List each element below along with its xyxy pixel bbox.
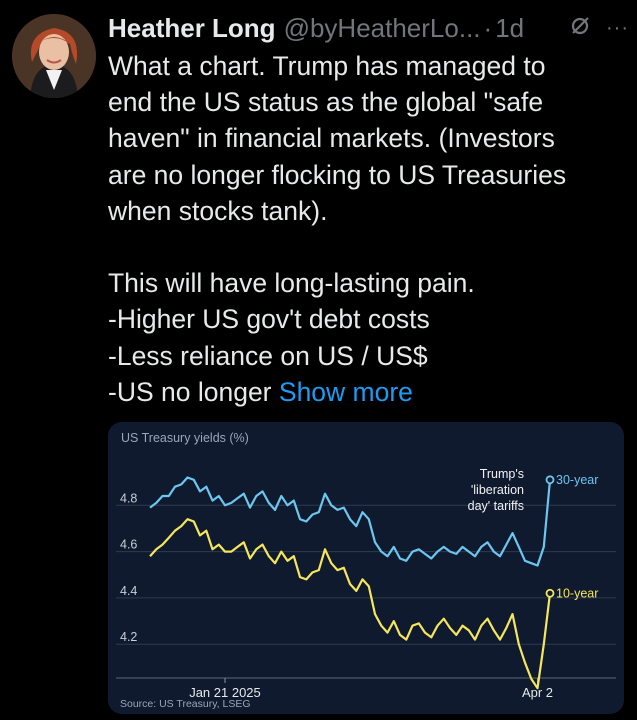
series-label: 10-year <box>556 586 598 600</box>
slash-circle-icon[interactable] <box>565 14 595 42</box>
tweet-text: What a chart. Trump has managed to end t… <box>108 48 628 410</box>
tweet-text-line: haven" in financial markets. (Investors <box>108 123 555 154</box>
tweet-text-line: -Higher US gov't debt costs <box>108 304 430 335</box>
tweet-text-line: when stocks tank). <box>108 195 328 226</box>
author-name[interactable]: Heather Long <box>108 12 276 43</box>
show-more-link[interactable]: Show more <box>278 376 413 407</box>
tweet-timestamp[interactable]: 1d <box>495 12 525 43</box>
chart-annotation: Trump's 'liberation day' tariffs <box>444 466 524 514</box>
y-tick-label: 4.6 <box>120 538 137 552</box>
tweet-text-blank-line <box>108 229 628 265</box>
tweet-text-line: end the US status as the global "safe <box>108 87 544 118</box>
chart-title: US Treasury yields (%) <box>121 431 249 445</box>
y-tick-label: 4.4 <box>120 584 137 598</box>
chart-background <box>108 422 624 714</box>
tweet-header: Heather Long @byHeatherLo... · 1d ··· <box>108 10 629 46</box>
author-avatar[interactable] <box>12 14 96 98</box>
treasury-yields-chart: 4.2 4.4 4.6 4.8 Jan 21 2025 Apr 2 30-year 10-ye… <box>108 422 624 714</box>
tweet-text-truncated: -US no longer <box>108 376 272 407</box>
y-tick-label: 4.8 <box>120 491 137 505</box>
header-separator: · <box>483 12 493 43</box>
annotation-line: day' tariffs <box>467 499 524 513</box>
y-tick-label: 4.2 <box>120 630 137 644</box>
annotation-line: Trump's <box>479 467 524 481</box>
series-line-10-year <box>149 518 552 690</box>
annotation-line: 'liberation <box>470 483 524 497</box>
series-label: 30-year <box>556 473 598 487</box>
more-horizontal-icon[interactable]: ··· <box>606 16 629 39</box>
tweet-text-last-line: -US no longer Show more <box>108 374 628 410</box>
chart-image-card[interactable]: 4.2 4.4 4.6 4.8 Jan 21 2025 Apr 2 30-year 10-ye… <box>108 422 624 714</box>
series-end-marker <box>545 475 555 485</box>
x-tick-label: Apr 2 <box>522 685 553 700</box>
avatar-photo <box>12 14 96 98</box>
tweet-text-line: are no longer flocking to US Treasuries <box>108 159 567 190</box>
series-end-marker <box>545 588 555 598</box>
author-handle[interactable]: @byHeatherLo... <box>283 12 481 43</box>
series-line-30-year <box>149 476 552 567</box>
x-tick-label: Jan 21 2025 <box>189 685 261 700</box>
tweet-text-line: What a chart. Trump has managed to <box>108 51 546 81</box>
tweet-text-line: This will have long-lasting pain. <box>108 268 475 299</box>
tweet-text-line: -Less reliance on US / US$ <box>108 340 428 371</box>
chart-source: Source: US Treasury, LSEG <box>120 698 251 710</box>
